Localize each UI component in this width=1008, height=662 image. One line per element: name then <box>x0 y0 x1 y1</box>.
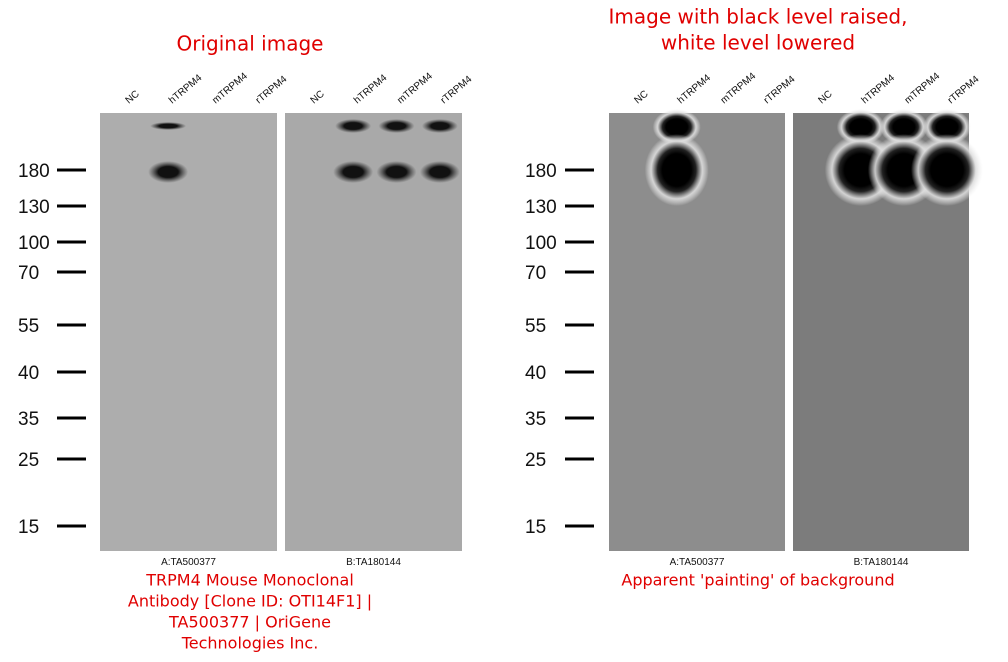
marker-label: 180 <box>525 161 557 182</box>
lane-label: rTRPM4 <box>762 74 798 107</box>
panel-title: Original image <box>177 32 324 56</box>
caption: Antibody [Clone ID: OTI14F1] | <box>128 592 372 611</box>
marker-label: 25 <box>18 450 39 471</box>
blot-label: A:TA500377 <box>161 557 216 568</box>
marker-label: 70 <box>18 263 39 284</box>
lane-label: rTRPM4 <box>439 74 475 107</box>
band <box>333 161 374 183</box>
marker-label: 70 <box>525 263 546 284</box>
lane-label: rTRPM4 <box>946 74 982 107</box>
lane-label: mTRPM4 <box>210 70 250 106</box>
band <box>911 134 983 206</box>
lane-label: mTRPM4 <box>719 70 759 106</box>
band <box>148 161 189 183</box>
caption: TRPM4 Mouse Monoclonal <box>145 571 354 590</box>
marker-label: 40 <box>18 363 39 384</box>
blot-label: B:TA180144 <box>346 557 401 568</box>
panel-title: white level lowered <box>661 31 855 55</box>
marker-label: 35 <box>525 409 546 430</box>
marker-label: 130 <box>525 197 557 218</box>
lane-label: NC <box>816 89 834 107</box>
marker-label: 130 <box>18 197 50 218</box>
lane-label: NC <box>632 89 650 107</box>
lane-label: hTRPM4 <box>167 72 205 106</box>
caption: Apparent 'painting' of background <box>621 571 894 590</box>
lane-label: NC <box>309 89 327 107</box>
blot <box>285 113 462 551</box>
caption: Technologies Inc. <box>181 634 319 653</box>
marker-label: 100 <box>525 233 557 254</box>
band <box>335 119 372 133</box>
lane-label: mTRPM4 <box>903 70 943 106</box>
caption: TA500377 | OriGene <box>168 613 331 632</box>
band <box>879 109 928 145</box>
blot-label: B:TA180144 <box>854 557 909 568</box>
band <box>652 109 701 145</box>
marker-label: 100 <box>18 233 50 254</box>
band <box>150 122 187 130</box>
marker-label: 15 <box>18 517 39 538</box>
blot-label: A:TA500377 <box>670 557 725 568</box>
band <box>644 134 709 206</box>
band <box>419 161 460 183</box>
marker-label: 40 <box>525 363 546 384</box>
band <box>421 119 458 133</box>
blot <box>100 113 277 551</box>
lane-label: mTRPM4 <box>395 70 435 106</box>
lane-label: hTRPM4 <box>352 72 390 106</box>
lane-label: rTRPM4 <box>254 74 290 107</box>
marker-label: 35 <box>18 409 39 430</box>
band <box>376 161 417 183</box>
marker-label: 180 <box>18 161 50 182</box>
band <box>923 109 971 145</box>
band <box>378 119 415 133</box>
marker-label: 55 <box>18 316 39 337</box>
lane-label: NC <box>124 89 142 107</box>
marker-label: 15 <box>525 517 546 538</box>
marker-label: 55 <box>525 316 546 337</box>
lane-label: hTRPM4 <box>860 72 898 106</box>
marker-label: 25 <box>525 450 546 471</box>
panel-title: Image with black level raised, <box>609 5 908 29</box>
lane-label: hTRPM4 <box>676 72 714 106</box>
band <box>836 109 885 145</box>
